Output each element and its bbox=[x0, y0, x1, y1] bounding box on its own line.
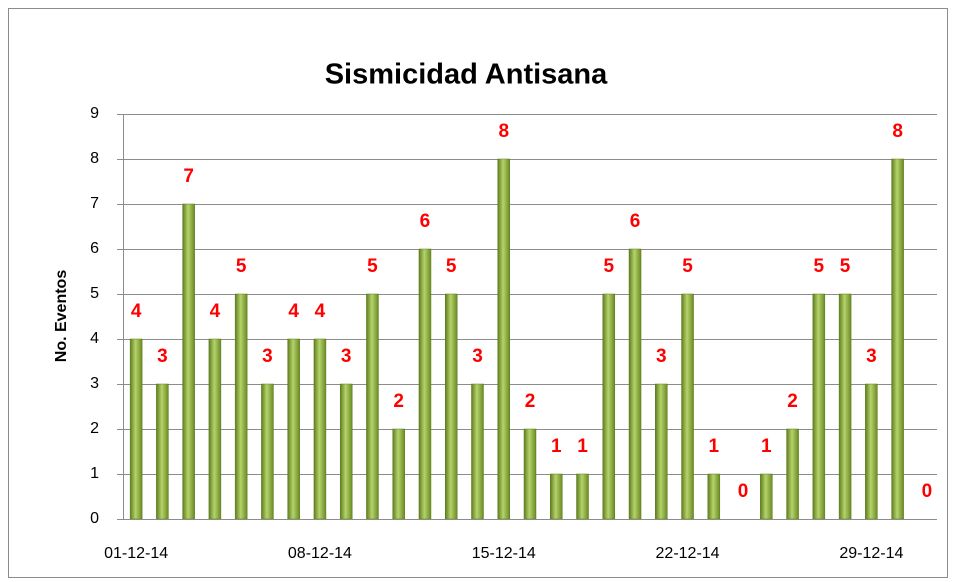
value-label: 4 bbox=[315, 301, 326, 322]
bar bbox=[234, 293, 248, 520]
bar bbox=[786, 428, 799, 520]
value-label: 3 bbox=[866, 346, 877, 367]
x-tick-label: 22-12-14 bbox=[656, 545, 720, 562]
value-label: 5 bbox=[603, 256, 614, 277]
bar bbox=[156, 383, 169, 520]
bar bbox=[471, 383, 484, 520]
bar bbox=[182, 203, 195, 520]
bar bbox=[760, 473, 773, 520]
bar bbox=[444, 293, 458, 520]
value-label: 3 bbox=[262, 346, 273, 367]
value-label: 8 bbox=[892, 121, 903, 142]
y-tick-label: 4 bbox=[90, 330, 99, 347]
value-label: 6 bbox=[630, 211, 641, 232]
bar bbox=[891, 158, 904, 520]
bar bbox=[681, 293, 694, 520]
value-label: 4 bbox=[288, 301, 299, 322]
value-label: 6 bbox=[420, 211, 431, 232]
x-tick-label: 08-12-14 bbox=[288, 545, 352, 562]
value-label: 1 bbox=[761, 436, 772, 457]
y-tick-label: 5 bbox=[90, 285, 99, 302]
chart-title: Sismicidad Antisana bbox=[325, 59, 608, 91]
y-tick-label: 6 bbox=[90, 240, 99, 257]
x-tick-label: 29-12-14 bbox=[839, 545, 903, 562]
value-label: 4 bbox=[131, 301, 142, 322]
y-tick-label: 3 bbox=[90, 375, 99, 392]
bar bbox=[707, 473, 721, 520]
x-tick-label: 01-12-14 bbox=[104, 545, 168, 562]
y-tick-label: 9 bbox=[90, 105, 99, 122]
bar bbox=[339, 383, 353, 520]
bar bbox=[655, 383, 668, 520]
value-label: 5 bbox=[814, 256, 825, 277]
value-label: 5 bbox=[682, 256, 693, 277]
value-label: 3 bbox=[656, 346, 667, 367]
y-tick-label: 8 bbox=[90, 150, 99, 167]
y-axis-label: No. Eventos bbox=[53, 270, 70, 363]
value-label: 5 bbox=[840, 256, 851, 277]
value-label: 1 bbox=[551, 436, 562, 457]
y-tick-label: 2 bbox=[90, 420, 99, 437]
bar bbox=[366, 293, 379, 520]
value-label: 8 bbox=[498, 121, 509, 142]
bar bbox=[497, 158, 510, 520]
value-label: 4 bbox=[210, 301, 221, 322]
y-tick-label: 1 bbox=[90, 465, 99, 482]
bar bbox=[838, 293, 852, 520]
bar bbox=[392, 428, 405, 520]
bar bbox=[865, 383, 878, 520]
value-label: 7 bbox=[183, 166, 194, 187]
value-label: 3 bbox=[157, 346, 168, 367]
value-label: 1 bbox=[709, 436, 720, 457]
value-label: 5 bbox=[367, 256, 378, 277]
value-label: 3 bbox=[472, 346, 483, 367]
bar bbox=[208, 338, 222, 520]
value-label: 5 bbox=[446, 256, 457, 277]
value-label: 2 bbox=[393, 391, 404, 412]
bar bbox=[313, 338, 327, 520]
bar bbox=[550, 473, 563, 520]
value-label: 0 bbox=[922, 481, 933, 502]
value-label: 0 bbox=[738, 481, 749, 502]
x-tick-label: 15-12-14 bbox=[472, 545, 536, 562]
bar bbox=[261, 383, 274, 520]
bar bbox=[418, 248, 432, 520]
bar bbox=[812, 293, 826, 520]
y-tick-label: 7 bbox=[90, 195, 99, 212]
bar bbox=[129, 338, 143, 520]
y-tick-label: 0 bbox=[90, 510, 99, 527]
bar bbox=[287, 338, 300, 520]
bar bbox=[523, 428, 537, 520]
value-label: 1 bbox=[577, 436, 588, 457]
bar bbox=[628, 248, 642, 520]
value-label: 2 bbox=[787, 391, 798, 412]
value-label: 2 bbox=[525, 391, 536, 412]
value-label: 5 bbox=[236, 256, 247, 277]
value-label: 3 bbox=[341, 346, 352, 367]
bar bbox=[576, 473, 589, 520]
bar bbox=[602, 293, 616, 520]
